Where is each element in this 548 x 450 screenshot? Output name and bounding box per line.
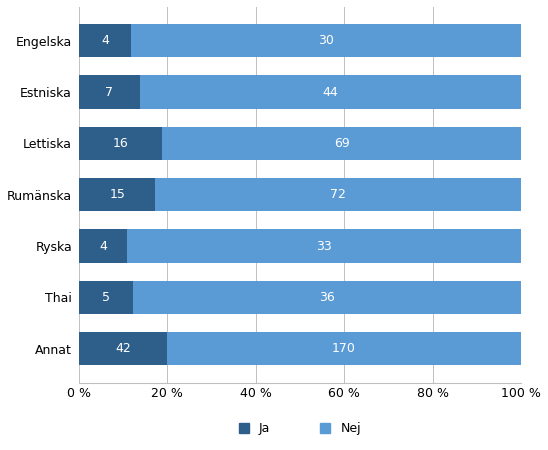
Bar bbox=[167, 332, 521, 365]
Bar bbox=[127, 230, 521, 263]
Bar bbox=[79, 75, 140, 109]
Bar bbox=[79, 24, 131, 58]
Bar bbox=[79, 230, 127, 263]
Text: 42: 42 bbox=[115, 342, 130, 355]
Bar bbox=[79, 178, 155, 212]
Bar bbox=[79, 281, 133, 314]
Text: 5: 5 bbox=[102, 291, 110, 304]
Text: 4: 4 bbox=[99, 239, 107, 252]
Text: 16: 16 bbox=[113, 137, 128, 150]
Bar bbox=[79, 332, 167, 365]
Text: 33: 33 bbox=[316, 239, 332, 252]
Bar bbox=[162, 127, 521, 160]
Text: 36: 36 bbox=[319, 291, 335, 304]
Bar bbox=[133, 281, 521, 314]
Bar bbox=[79, 127, 162, 160]
Text: 7: 7 bbox=[105, 86, 113, 99]
Bar bbox=[140, 75, 521, 109]
Bar bbox=[155, 178, 521, 212]
Text: 44: 44 bbox=[323, 86, 338, 99]
Legend: Ja, Nej: Ja, Nej bbox=[234, 417, 366, 440]
Text: 72: 72 bbox=[330, 188, 346, 201]
Text: 15: 15 bbox=[109, 188, 125, 201]
Text: 170: 170 bbox=[332, 342, 356, 355]
Bar bbox=[131, 24, 521, 58]
Text: 69: 69 bbox=[334, 137, 350, 150]
Text: 4: 4 bbox=[101, 34, 109, 47]
Text: 30: 30 bbox=[318, 34, 334, 47]
